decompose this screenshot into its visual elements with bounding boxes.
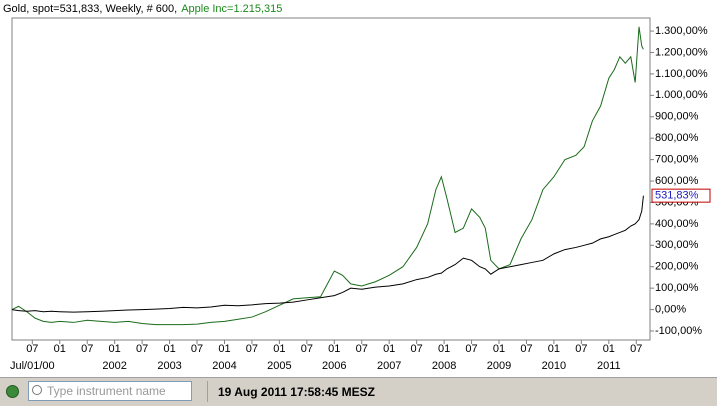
separator [207, 381, 208, 402]
x-tick-label: 01 [493, 343, 505, 355]
timestamp: 19 Aug 2011 17:58:45 MESZ [218, 385, 375, 399]
x-year-label: 2004 [212, 360, 236, 372]
x-tick-label: 01 [273, 343, 285, 355]
series-line [11, 195, 644, 313]
x-year-label: 2011 [597, 360, 621, 372]
x-tick-label: 01 [383, 343, 395, 355]
search-placeholder: Type instrument name [47, 384, 166, 398]
y-tick-label: 1.100,00% [655, 68, 708, 80]
y-tick-label: 200,00% [655, 261, 699, 273]
y-tick-label: 300,00% [655, 239, 699, 251]
x-year-label: 2010 [542, 360, 566, 372]
x-tick-label: 07 [411, 343, 423, 355]
x-tick-label: 07 [465, 343, 477, 355]
y-tick-label: 900,00% [655, 111, 699, 123]
x-year-label: Jul/01/00 [10, 360, 55, 372]
x-tick-label: 01 [603, 343, 615, 355]
search-icon [32, 385, 42, 395]
x-tick-label: 01 [163, 343, 175, 355]
y-tick-label: 700,00% [655, 154, 699, 166]
x-tick-label: 07 [575, 343, 587, 355]
y-tick-label: -100,00% [655, 325, 702, 337]
y-tick-label: 0,00% [655, 303, 686, 315]
toolbar: Type instrument name 19 Aug 2011 17:58:4… [0, 377, 717, 406]
y-tick-label: 400,00% [655, 218, 699, 230]
x-tick-label: 07 [520, 343, 532, 355]
x-tick-label: 01 [328, 343, 340, 355]
legend-entry: Gold, spot=531,833, Weekly, # 600, [3, 3, 177, 15]
y-tick-label: 100,00% [655, 282, 699, 294]
x-tick-label: 07 [630, 343, 642, 355]
x-tick-label: 07 [301, 343, 313, 355]
x-tick-label: 01 [438, 343, 450, 355]
y-tick-label: 1.000,00% [655, 89, 708, 101]
x-tick-label: 07 [191, 343, 203, 355]
x-year-label: 2002 [102, 360, 126, 372]
y-tick-label: 800,00% [655, 132, 699, 144]
x-tick-label: 01 [54, 343, 66, 355]
x-tick-label: 07 [136, 343, 148, 355]
status-icon[interactable] [6, 385, 19, 398]
x-year-label: 2007 [377, 360, 401, 372]
x-tick-label: 07 [81, 343, 93, 355]
y-tick-label: 600,00% [655, 175, 699, 187]
y-tick-label: 1.200,00% [655, 46, 708, 58]
current-value-box [651, 188, 711, 203]
x-year-label: 2009 [487, 360, 511, 372]
plot-frame [11, 17, 651, 341]
x-year-label: 2008 [432, 360, 456, 372]
x-tick-label: 01 [109, 343, 121, 355]
x-year-label: 2003 [157, 360, 181, 372]
x-tick-label: 01 [218, 343, 230, 355]
current-value-label: 531,83% [655, 190, 699, 202]
y-tick-label: 1.300,00% [655, 25, 708, 37]
x-tick-label: 07 [26, 343, 38, 355]
legend: Gold, spot=531,833, Weekly, # 600, Apple … [3, 3, 282, 15]
x-year-label: 2005 [267, 360, 291, 372]
x-tick-label: 07 [246, 343, 258, 355]
chart: Gold, spot=531,833, Weekly, # 600, Apple … [3, 3, 711, 372]
search-box[interactable]: Type instrument name [28, 381, 192, 401]
x-tick-label: 07 [356, 343, 368, 355]
series-line [11, 26, 644, 326]
x-tick-label: 01 [548, 343, 560, 355]
x-year-label: 2006 [322, 360, 346, 372]
legend-entry: Apple Inc=1.215,315 [181, 3, 282, 15]
